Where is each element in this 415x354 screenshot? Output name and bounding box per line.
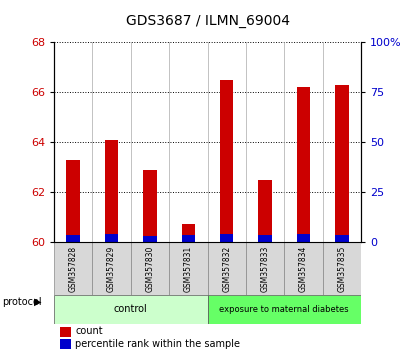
Bar bbox=[335, 235, 349, 242]
Text: control: control bbox=[114, 304, 148, 314]
Bar bbox=[143, 236, 156, 242]
Text: ▶: ▶ bbox=[34, 297, 42, 307]
Text: GSM357832: GSM357832 bbox=[222, 245, 231, 292]
Bar bbox=[169, 242, 208, 295]
Text: percentile rank within the sample: percentile rank within the sample bbox=[76, 339, 240, 349]
Text: exposure to maternal diabetes: exposure to maternal diabetes bbox=[220, 305, 349, 314]
Bar bbox=[54, 242, 93, 295]
Bar bbox=[284, 242, 323, 295]
Bar bbox=[208, 242, 246, 295]
Bar bbox=[182, 224, 195, 242]
Text: protocol: protocol bbox=[2, 297, 42, 307]
Bar bbox=[66, 235, 80, 242]
Text: GSM357831: GSM357831 bbox=[184, 245, 193, 292]
Bar bbox=[131, 242, 169, 295]
Bar bbox=[66, 160, 80, 242]
Bar bbox=[323, 242, 361, 295]
Text: count: count bbox=[76, 326, 103, 336]
Bar bbox=[60, 339, 71, 349]
Text: GSM357829: GSM357829 bbox=[107, 245, 116, 292]
Bar bbox=[60, 326, 71, 337]
Bar bbox=[143, 170, 156, 242]
Text: GSM357835: GSM357835 bbox=[337, 245, 347, 292]
Bar bbox=[335, 85, 349, 242]
Bar bbox=[246, 242, 284, 295]
Bar bbox=[259, 235, 272, 242]
Text: GSM357834: GSM357834 bbox=[299, 245, 308, 292]
Bar bbox=[105, 140, 118, 242]
Text: GDS3687 / ILMN_69004: GDS3687 / ILMN_69004 bbox=[125, 14, 290, 28]
Bar bbox=[105, 234, 118, 242]
Bar bbox=[208, 295, 361, 324]
Bar bbox=[297, 234, 310, 242]
Bar bbox=[54, 295, 208, 324]
Bar bbox=[93, 242, 131, 295]
Text: GSM357833: GSM357833 bbox=[261, 245, 270, 292]
Bar bbox=[220, 234, 233, 242]
Bar bbox=[220, 80, 233, 242]
Text: GSM357828: GSM357828 bbox=[68, 245, 78, 292]
Bar bbox=[182, 235, 195, 242]
Text: GSM357830: GSM357830 bbox=[145, 245, 154, 292]
Bar bbox=[259, 179, 272, 242]
Bar bbox=[297, 87, 310, 242]
